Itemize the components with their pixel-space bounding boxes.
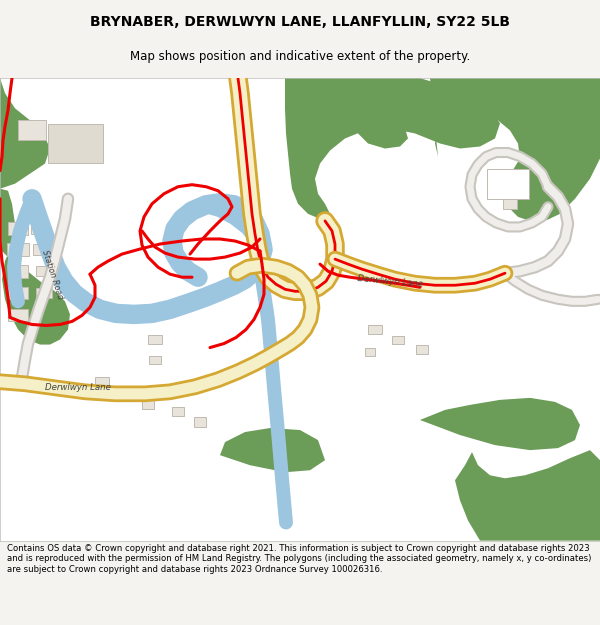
Bar xyxy=(149,356,161,364)
Polygon shape xyxy=(0,78,50,189)
Polygon shape xyxy=(350,108,408,149)
Bar xyxy=(7,242,29,256)
Text: Station Road: Station Road xyxy=(40,248,64,300)
Polygon shape xyxy=(420,398,580,450)
Text: Contains OS data © Crown copyright and database right 2021. This information is : Contains OS data © Crown copyright and d… xyxy=(7,544,592,574)
Polygon shape xyxy=(285,78,500,219)
Bar xyxy=(148,335,162,344)
Bar xyxy=(392,336,404,344)
Bar xyxy=(8,222,28,236)
Bar xyxy=(8,288,28,299)
Bar xyxy=(36,266,52,276)
Bar xyxy=(503,199,517,209)
Polygon shape xyxy=(0,189,70,344)
Bar xyxy=(194,418,206,426)
Bar xyxy=(172,408,184,416)
Polygon shape xyxy=(430,78,600,221)
Bar xyxy=(18,121,46,141)
Bar xyxy=(121,387,135,397)
Bar xyxy=(365,348,375,356)
Bar xyxy=(8,264,28,278)
Text: Map shows position and indicative extent of the property.: Map shows position and indicative extent… xyxy=(130,50,470,62)
Bar xyxy=(368,325,382,334)
Text: Derwlwyn Lane: Derwlwyn Lane xyxy=(357,274,423,289)
Bar xyxy=(487,169,529,199)
Bar xyxy=(95,377,109,387)
Text: Derwlwyn Lane: Derwlwyn Lane xyxy=(45,383,111,392)
Bar xyxy=(33,244,51,254)
Bar xyxy=(328,238,343,251)
Bar xyxy=(416,345,428,354)
Bar xyxy=(47,124,103,162)
Text: BRYNABER, DERWLWYN LANE, LLANFYLLIN, SY22 5LB: BRYNABER, DERWLWYN LANE, LLANFYLLIN, SY2… xyxy=(90,15,510,29)
Bar xyxy=(36,288,52,298)
Bar xyxy=(31,223,49,234)
Bar xyxy=(8,309,28,321)
Polygon shape xyxy=(220,428,325,472)
Polygon shape xyxy=(455,450,600,541)
Bar xyxy=(142,401,154,409)
